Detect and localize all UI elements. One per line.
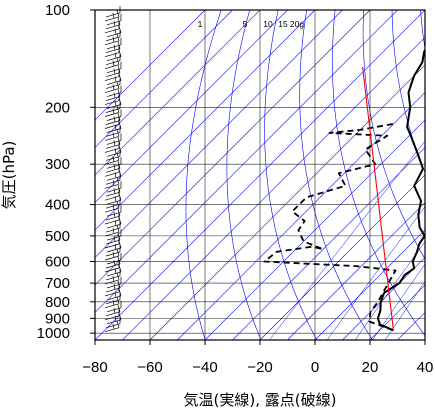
wind-barb [106, 109, 122, 121]
x-axis-label: 気温(実線), 露点(破線) [184, 391, 337, 409]
dry-adiabat-line [299, 10, 373, 340]
x-tick-label: −20 [247, 359, 272, 376]
isotherm-line [95, 10, 398, 313]
y-tick-label: 100 [45, 2, 70, 19]
wind-barb [106, 205, 122, 217]
mixing-ratio-line [384, 280, 425, 340]
mixing-ratio-line [326, 206, 425, 340]
mixing-ratio-line [269, 140, 425, 340]
x-tick-label: −80 [82, 359, 107, 376]
wind-barb [106, 85, 122, 97]
mixing-ratio-line [372, 263, 425, 340]
isotherm-line [95, 10, 233, 148]
dry-adiabat-line [332, 10, 425, 337]
wind-barb [106, 300, 122, 313]
wind-barb [106, 133, 122, 145]
mixing-ratio-label: 10 [263, 19, 273, 29]
x-tick-label: 0 [311, 359, 319, 376]
mixing-ratio-label: 20g [290, 19, 304, 29]
isotherm-line [232, 147, 425, 340]
y-tick-label: 500 [45, 228, 70, 245]
mixing-ratio-label: 1 [198, 19, 203, 29]
isotherm-line [287, 202, 425, 340]
y-tick-label: 800 [45, 294, 70, 311]
y-tick-label: 700 [45, 275, 70, 292]
isotherm-line [95, 10, 288, 203]
mixing-ratio-labels: 1 5 10 15 20g [198, 19, 305, 29]
x-tick-label: 20 [362, 359, 379, 376]
wind-barb [106, 61, 122, 74]
y-tick-label: 400 [45, 197, 70, 214]
y-tick-label: 600 [45, 253, 70, 270]
wind-barb [106, 253, 122, 265]
x-tick-label: −40 [192, 359, 217, 376]
wind-barbs [104, 5, 122, 333]
y-tick-label: 1000 [37, 325, 70, 342]
isotherm-line [95, 10, 343, 258]
y-axis-label: 気圧(hPa) [0, 141, 18, 210]
reference-line [362, 66, 394, 331]
wind-barb [106, 157, 122, 169]
dry-adiabat-line [264, 10, 318, 340]
dry-adiabat-line [185, 10, 222, 340]
y-tick-label: 200 [45, 99, 70, 116]
isotherm-line [122, 37, 425, 340]
wind-barb [106, 37, 122, 50]
x-tick-label: −60 [137, 359, 162, 376]
wind-barb [106, 229, 122, 241]
isotherm-line [424, 339, 425, 340]
wind-barb [106, 181, 122, 193]
temperature-line [376, 47, 425, 332]
y-tick-label: 900 [45, 310, 70, 327]
wind-barb [106, 276, 122, 289]
wind-barb [106, 13, 122, 26]
x-axis-ticks: −80 −60 −40 −20 0 20 40 [82, 340, 433, 376]
x-tick-label: 40 [417, 359, 434, 376]
dry-adiabat-line [226, 10, 262, 340]
isotherm-line [177, 92, 425, 340]
mixing-ratio-label: 15 [278, 19, 288, 29]
mixing-ratio-label: 5 [243, 19, 248, 29]
y-tick-label: 300 [45, 156, 70, 173]
series-layer [263, 47, 425, 332]
